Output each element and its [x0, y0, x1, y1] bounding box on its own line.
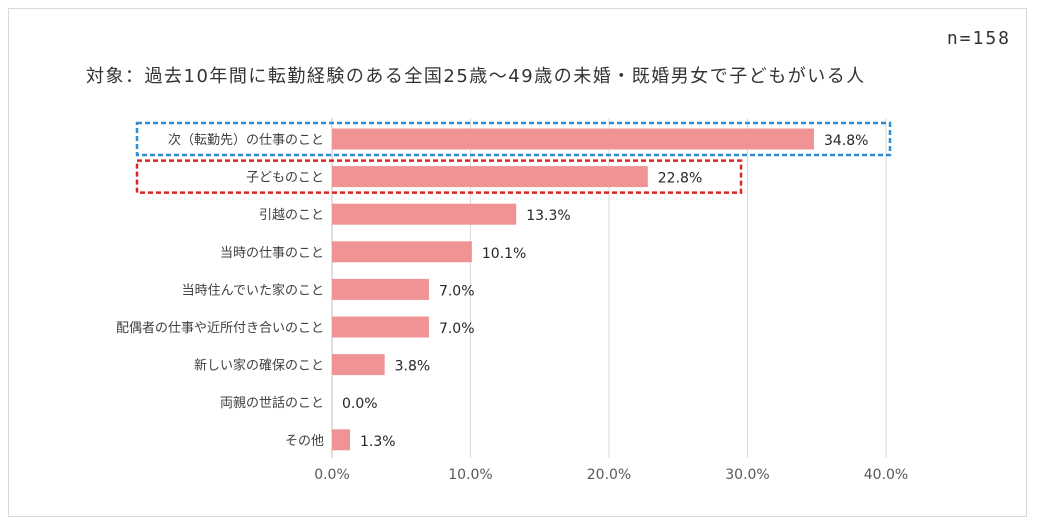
data-label: 22.8%	[658, 171, 702, 187]
category-label: 子どものこと	[246, 171, 324, 186]
category-label: その他	[285, 434, 324, 449]
category-label: 当時の仕事のこと	[220, 246, 324, 261]
highlight-box	[135, 121, 892, 157]
x-tick-label: 0.0%	[314, 467, 350, 483]
category-label: 新しい家の確保のこと	[194, 358, 324, 374]
label-layer: 次（転勤先）の仕事のこと 34.8% 子どものこと 22.8% 引越のこと 13.3% 当時…	[116, 132, 868, 450]
category-label: 当時住んでいた家のこと	[182, 282, 324, 298]
bar	[332, 429, 351, 451]
category-label: 配偶者の仕事や近所付き合いのこと	[116, 321, 324, 336]
data-label: 7.0%	[439, 321, 475, 337]
data-label: 0.0%	[342, 396, 378, 412]
data-label: 1.3%	[360, 434, 396, 450]
highlight-layer	[135, 121, 892, 194]
bar	[332, 278, 429, 300]
category-label: 両親の世話のこと	[220, 395, 324, 411]
bar	[332, 354, 385, 376]
x-tick-label: 20.0%	[587, 467, 631, 483]
tick-layer: 0.0% 10.0% 20.0% 30.0% 40.0%	[314, 467, 908, 483]
sample-size-label: n=158	[946, 28, 1011, 49]
category-label: 次（転勤先）の仕事のこと	[168, 132, 324, 148]
chart-frame	[8, 8, 1027, 517]
chart-title: 対象：過去10年間に転勤経験のある全国25歳～49歳の未婚・既婚男女で子どもがい…	[86, 66, 866, 87]
bar	[332, 241, 472, 263]
x-tick-label: 40.0%	[864, 467, 908, 483]
bar	[332, 203, 517, 225]
x-tick-label: 10.0%	[448, 467, 492, 483]
data-label: 34.8%	[824, 133, 868, 149]
bar-layer	[332, 128, 814, 451]
data-label: 7.0%	[439, 283, 475, 299]
bar	[332, 316, 429, 338]
x-tick-label: 30.0%	[725, 467, 769, 483]
highlight-box	[135, 159, 743, 194]
data-label: 3.8%	[395, 359, 431, 375]
bar	[332, 166, 648, 188]
data-label: 13.3%	[526, 208, 570, 224]
bar	[332, 128, 814, 150]
category-label: 引越のこと	[259, 208, 324, 223]
data-label: 10.1%	[482, 246, 526, 262]
